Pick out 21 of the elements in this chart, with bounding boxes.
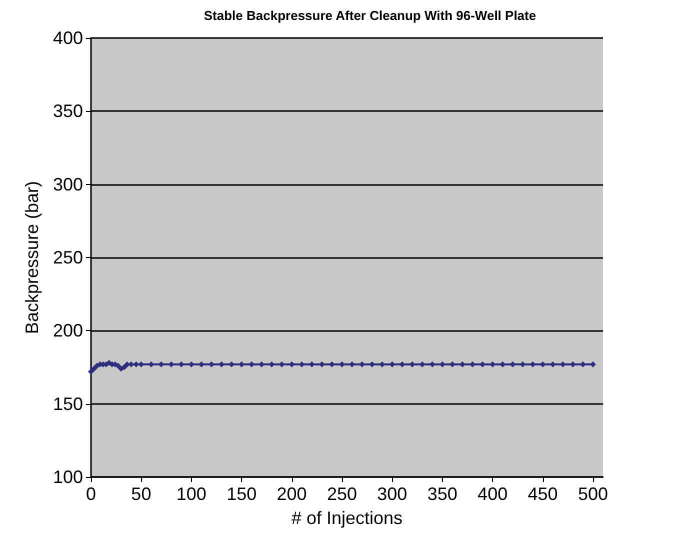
- x-tick-label: 500: [578, 484, 608, 504]
- x-tick-label: 100: [176, 484, 206, 504]
- x-tick-label: 300: [377, 484, 408, 504]
- x-tick-label: 450: [528, 484, 558, 504]
- y-tick-label: 400: [52, 28, 83, 48]
- y-tick-label: 350: [52, 101, 83, 122]
- chart-title: Stable Backpressure After Cleanup With 96-Well Plate: [204, 8, 536, 23]
- x-tick-label: 0: [86, 484, 96, 504]
- y-tick-label: 150: [52, 394, 83, 414]
- y-tick-label: 300: [52, 174, 83, 194]
- x-tick-label: 400: [478, 484, 508, 504]
- x-tick-label: 350: [427, 484, 458, 504]
- y-tick-label: 250: [52, 248, 83, 268]
- x-tick-label: 50: [131, 484, 152, 504]
- x-tick-label: 150: [226, 484, 257, 504]
- y-tick-label: 100: [52, 467, 83, 487]
- y-axis-title: Backpressure (bar): [22, 180, 42, 334]
- x-tick-label: 200: [276, 484, 307, 504]
- y-tick-label: 200: [52, 320, 83, 341]
- x-axis-title: # of Injections: [291, 508, 403, 528]
- x-tick-label: 250: [326, 484, 358, 504]
